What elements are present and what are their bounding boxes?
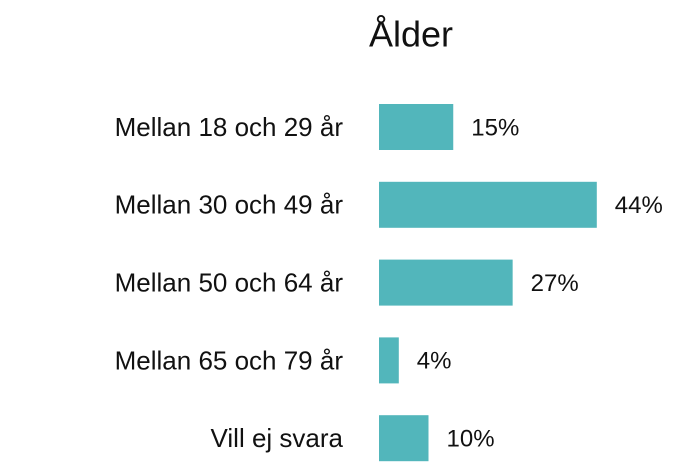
chart-title: Ålder <box>369 14 453 55</box>
value-label: 27% <box>531 270 579 297</box>
bar <box>379 104 454 150</box>
category-label: Mellan 30 och 49 år <box>115 190 344 220</box>
category-label: Vill ej svara <box>211 423 344 453</box>
category-label: Mellan 18 och 29 år <box>115 112 344 142</box>
value-label: 44% <box>615 192 663 219</box>
category-label: Mellan 65 och 79 år <box>115 345 344 375</box>
bar <box>379 181 597 228</box>
value-label: 15% <box>471 114 519 141</box>
category-label: Mellan 50 och 64 år <box>115 267 344 297</box>
bar <box>379 259 513 306</box>
bar <box>379 337 399 384</box>
value-label: 10% <box>447 426 495 453</box>
value-label: 4% <box>417 348 452 375</box>
bar <box>379 415 429 462</box>
